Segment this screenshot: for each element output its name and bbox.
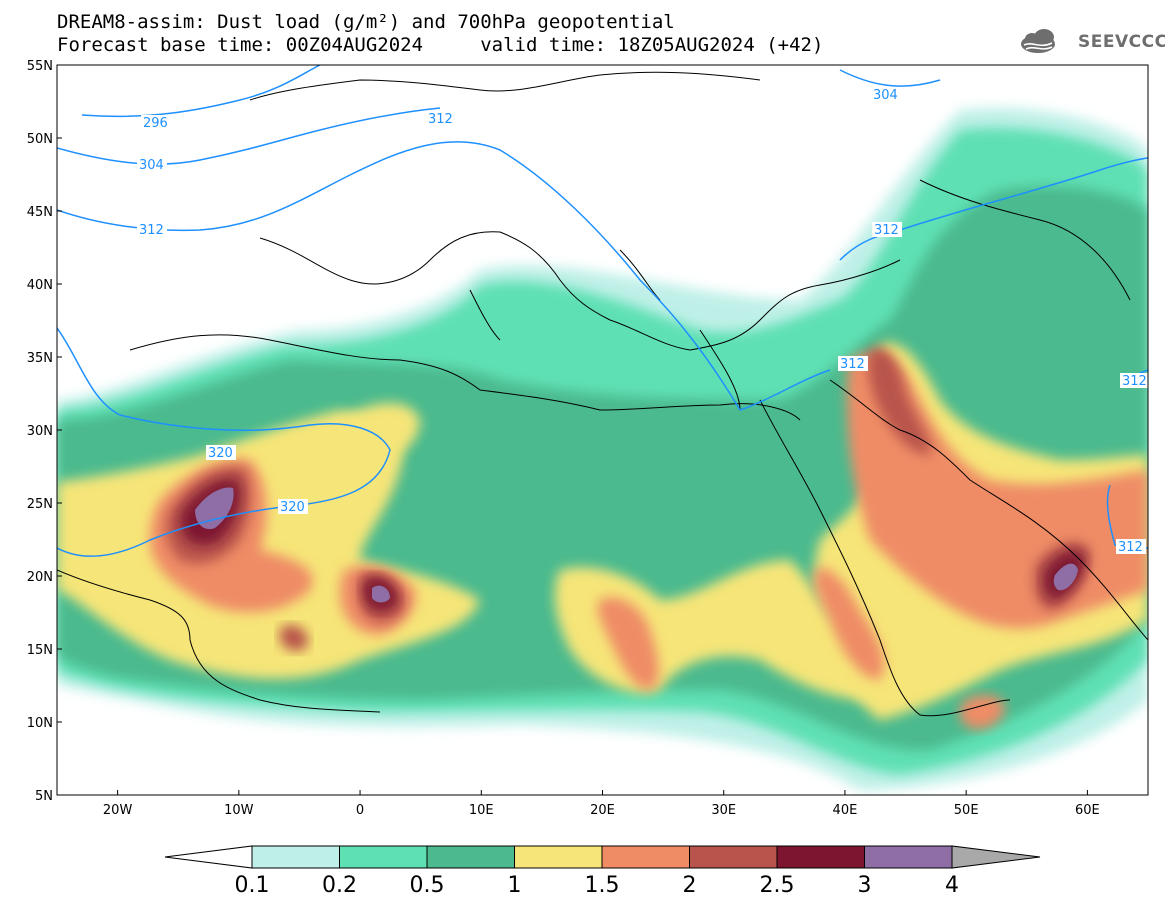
dust-level-1-5-f — [959, 694, 1005, 730]
lon-tick-label: 40E — [833, 803, 858, 818]
lat-tick-label: 50N — [27, 132, 53, 147]
colorbar-swatches — [164, 845, 1041, 869]
lat-tick-label: 10N — [27, 716, 53, 731]
dust-level-1-5-c — [597, 597, 659, 690]
contour-label-320-b: 320 — [280, 500, 305, 515]
colorbar-swatch — [689, 845, 778, 869]
colorbar-swatch — [514, 845, 603, 869]
lon-tick-label: 50E — [954, 803, 979, 818]
lat-tick-label: 45N — [27, 205, 53, 220]
colorbar-swatch — [251, 845, 340, 869]
seevccc-logo: SEEVCCC — [1078, 32, 1165, 52]
colorbar-swatch — [601, 845, 690, 869]
coastlines — [57, 71, 1148, 717]
dust-level-1-5-e — [814, 568, 884, 680]
colorbar-swatch — [776, 845, 865, 869]
lat-tick-label: 5N — [35, 789, 53, 804]
lat-tick-label: 30N — [27, 424, 53, 439]
colorbar-label: 2.5 — [760, 873, 795, 898]
colorbar-label: 4 — [945, 873, 959, 898]
contour-label-320: 320 — [208, 446, 233, 461]
colorbar: 0.1 0.2 0.5 1 1.5 2 2.5 3 4 — [164, 845, 1041, 898]
contour-label-312-b: 312 — [428, 112, 453, 127]
colorbar-label: 0.1 — [235, 873, 270, 898]
colorbar-swatch — [864, 845, 953, 869]
lat-tick-label: 15N — [27, 643, 53, 658]
contour-label-296: 296 — [143, 116, 168, 131]
contour-label-312-e: 312 — [1122, 374, 1147, 389]
colorbar-label: 0.2 — [322, 873, 357, 898]
lat-tick-label: 40N — [27, 278, 53, 293]
geopotential-contours — [57, 65, 1148, 557]
contour-label-304-b: 304 — [873, 88, 898, 103]
contour-label-312-c: 312 — [874, 223, 899, 238]
colorbar-label: 2 — [683, 873, 697, 898]
map-title: DREAM8-assim: Dust load (g/m²) and 700hP… — [57, 11, 675, 33]
dust-fields — [57, 108, 1148, 791]
lat-tick-label: 20N — [27, 570, 53, 585]
lon-tick-label: 20E — [590, 803, 615, 818]
colorbar-labels: 0.1 0.2 0.5 1 1.5 2 2.5 3 4 — [235, 873, 960, 898]
colorbar-swatch — [426, 845, 515, 869]
dust-level-2-d — [868, 347, 931, 455]
colorbar-label: 1.5 — [585, 873, 620, 898]
colorbar-lower-arrow — [164, 845, 253, 869]
dust-load-map: 296 304 312 312 304 312 312 312 320 320 … — [27, 59, 1150, 818]
lon-tick-label: 0 — [356, 803, 364, 818]
contour-label-304: 304 — [139, 158, 164, 173]
latitude-axis: 55N 50N 45N 40N 35N 30N 25N 20N 15N 10N 5N — [27, 59, 62, 804]
contour-label-312: 312 — [139, 223, 164, 238]
lon-tick-label: 60E — [1075, 803, 1100, 818]
dust-level-3-c — [1053, 563, 1078, 591]
dust-level-3 — [195, 487, 234, 530]
lon-tick-label: 10E — [469, 803, 494, 818]
lat-tick-label: 35N — [27, 351, 53, 366]
colorbar-swatch — [339, 845, 428, 869]
longitude-axis: 20W 10W 0 10E 20E 30E 40E 50E 60E — [103, 790, 1100, 818]
colorbar-label: 0.5 — [410, 873, 445, 898]
cloud-icon — [1021, 29, 1055, 53]
contour-labels: 296 304 312 312 304 312 312 312 320 320 … — [137, 87, 1150, 555]
lon-tick-label: 20W — [103, 803, 133, 818]
contour-label-312-f: 312 — [1118, 540, 1143, 555]
lon-tick-label: 10W — [224, 803, 254, 818]
dust-level-2-c — [280, 625, 309, 652]
lat-tick-label: 55N — [27, 59, 53, 74]
colorbar-upper-arrow — [951, 845, 1041, 869]
forecast-time-subtitle: Forecast base time: 00Z04AUG2024 valid t… — [57, 34, 824, 56]
contour-label-312-d: 312 — [840, 357, 865, 372]
colorbar-label: 3 — [858, 873, 872, 898]
dust-level-3-b — [372, 585, 390, 603]
lat-tick-label: 25N — [27, 497, 53, 512]
colorbar-label: 1 — [508, 873, 522, 898]
lon-tick-label: 30E — [711, 803, 736, 818]
